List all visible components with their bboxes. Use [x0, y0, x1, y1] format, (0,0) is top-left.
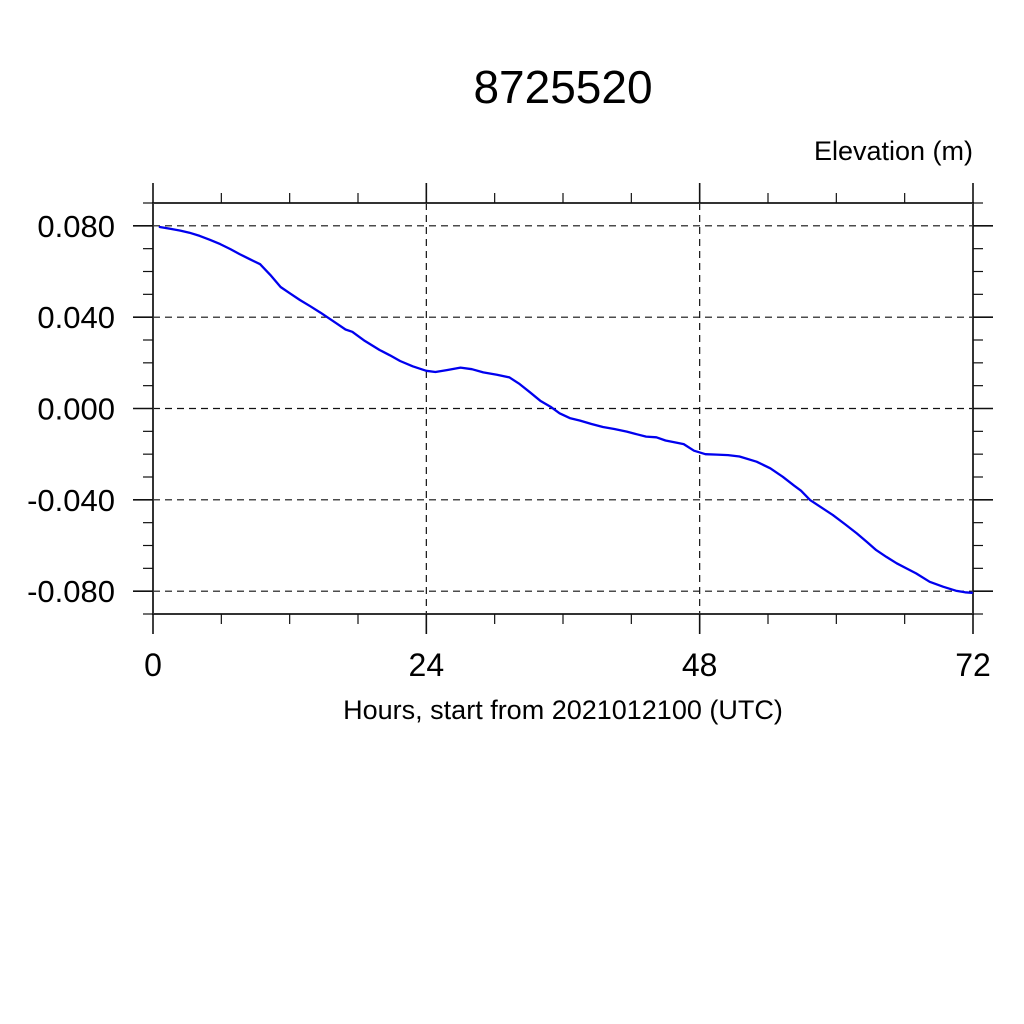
x-tick-label: 72	[955, 647, 991, 683]
x-axis-label: Hours, start from 2021012100 (UTC)	[343, 695, 783, 725]
y-tick-label: -0.080	[27, 574, 115, 609]
x-tick-label: 0	[144, 647, 162, 683]
elevation-series-line	[158, 225, 974, 594]
y-tick-label: 0.040	[37, 300, 115, 335]
y-tick-label: 0.000	[37, 392, 115, 427]
x-tick-label: 24	[409, 647, 445, 683]
y-axis-unit-label: Elevation (m)	[813, 136, 973, 166]
x-tick-label: 48	[682, 647, 718, 683]
y-tick-label: 0.080	[37, 209, 115, 244]
chart-title: 8725520	[473, 61, 653, 113]
y-tick-label: -0.040	[27, 483, 115, 518]
